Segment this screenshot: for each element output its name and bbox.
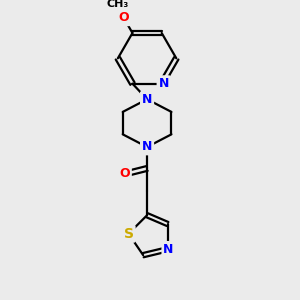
Text: N: N bbox=[158, 77, 169, 90]
Text: S: S bbox=[124, 227, 134, 241]
Text: CH₃: CH₃ bbox=[107, 0, 129, 9]
Text: N: N bbox=[142, 93, 152, 106]
Text: N: N bbox=[142, 140, 152, 154]
Text: N: N bbox=[163, 243, 174, 256]
Text: O: O bbox=[119, 167, 130, 180]
Text: O: O bbox=[118, 11, 129, 24]
